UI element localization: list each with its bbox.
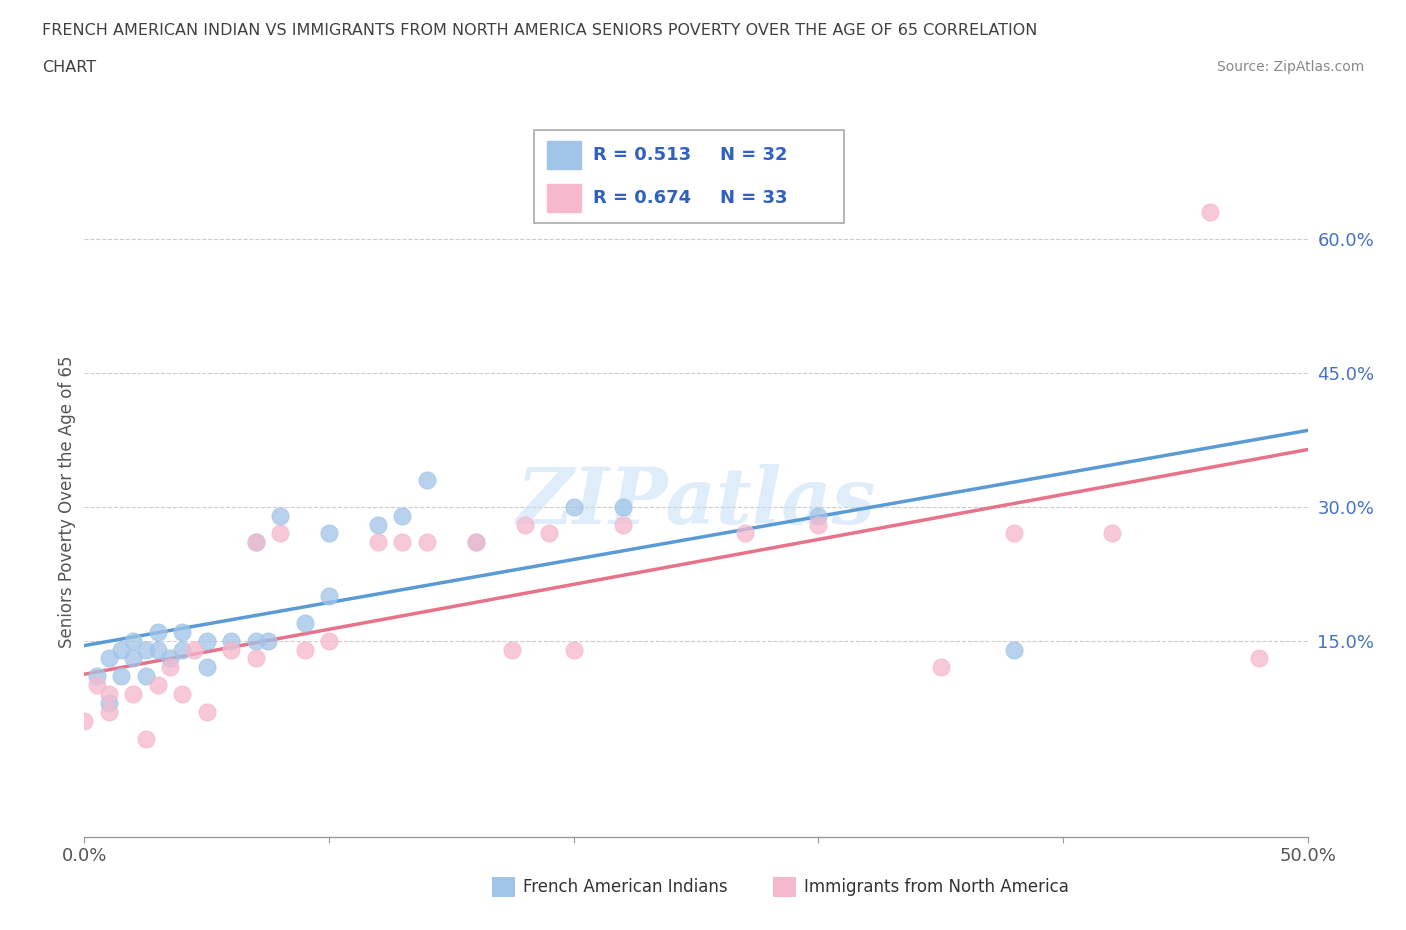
Point: [807, 508, 830, 523]
Text: French American Indians: French American Indians: [523, 878, 728, 897]
Point: [245, 651, 267, 666]
Bar: [547, 141, 581, 169]
Point: [513, 517, 536, 532]
Point: [464, 535, 486, 550]
Point: [146, 678, 169, 693]
Point: [172, 642, 194, 657]
Point: [195, 660, 218, 675]
Point: [159, 660, 181, 675]
Text: N = 32: N = 32: [720, 146, 787, 165]
Point: [110, 642, 132, 657]
Point: [159, 651, 181, 666]
Point: [318, 589, 340, 604]
Point: [501, 642, 523, 657]
Point: [612, 517, 634, 532]
Point: [172, 624, 194, 639]
Point: [122, 651, 145, 666]
Point: [1198, 205, 1220, 219]
Point: [122, 633, 145, 648]
Point: [97, 651, 120, 666]
Point: [1002, 642, 1025, 657]
Point: [294, 616, 316, 631]
Text: R = 0.674: R = 0.674: [593, 189, 692, 207]
Text: Source: ZipAtlas.com: Source: ZipAtlas.com: [1216, 60, 1364, 74]
Point: [219, 633, 242, 648]
Point: [612, 499, 634, 514]
Point: [807, 517, 830, 532]
Point: [929, 660, 952, 675]
Point: [135, 642, 157, 657]
Point: [538, 526, 561, 541]
Point: [86, 678, 108, 693]
Point: [73, 713, 96, 728]
Point: [122, 686, 145, 701]
FancyBboxPatch shape: [534, 130, 844, 223]
Text: CHART: CHART: [42, 60, 96, 75]
Point: [562, 642, 585, 657]
Point: [110, 669, 132, 684]
Point: [245, 633, 267, 648]
Point: [391, 535, 413, 550]
Point: [195, 633, 218, 648]
Bar: [547, 184, 581, 212]
Point: [294, 642, 316, 657]
Point: [195, 705, 218, 720]
Point: [734, 526, 756, 541]
Point: [1247, 651, 1270, 666]
Point: [219, 642, 242, 657]
Point: [367, 535, 389, 550]
Text: N = 33: N = 33: [720, 189, 787, 207]
Point: [97, 686, 120, 701]
Point: [391, 508, 413, 523]
Y-axis label: Seniors Poverty Over the Age of 65: Seniors Poverty Over the Age of 65: [58, 356, 76, 648]
Point: [86, 669, 108, 684]
Point: [97, 696, 120, 711]
Point: [464, 535, 486, 550]
Point: [318, 526, 340, 541]
Point: [245, 535, 267, 550]
Point: [135, 731, 157, 746]
Point: [245, 535, 267, 550]
Text: R = 0.513: R = 0.513: [593, 146, 692, 165]
Point: [97, 705, 120, 720]
Point: [416, 535, 439, 550]
Text: Immigrants from North America: Immigrants from North America: [804, 878, 1069, 897]
Point: [367, 517, 389, 532]
Point: [416, 472, 439, 487]
Point: [146, 642, 169, 657]
Point: [183, 642, 205, 657]
Point: [269, 526, 291, 541]
Point: [257, 633, 280, 648]
Point: [1101, 526, 1123, 541]
Point: [146, 624, 169, 639]
Point: [172, 686, 194, 701]
Point: [135, 669, 157, 684]
Point: [318, 633, 340, 648]
Text: ZIPatlas: ZIPatlas: [516, 464, 876, 540]
Text: FRENCH AMERICAN INDIAN VS IMMIGRANTS FROM NORTH AMERICA SENIORS POVERTY OVER THE: FRENCH AMERICAN INDIAN VS IMMIGRANTS FRO…: [42, 23, 1038, 38]
Point: [269, 508, 291, 523]
Point: [1002, 526, 1025, 541]
Point: [562, 499, 585, 514]
